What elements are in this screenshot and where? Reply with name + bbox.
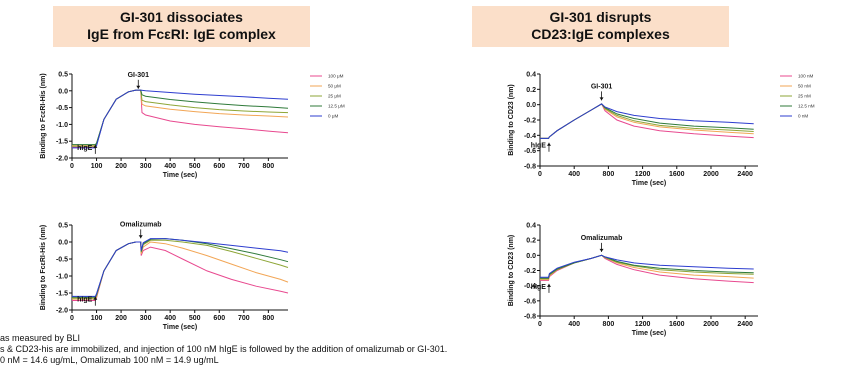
x-tick-label: 2400 — [737, 321, 753, 328]
footnotes: as measured by BLI s & CD23-his are immo… — [0, 333, 447, 366]
x-tick-label: 1600 — [669, 321, 685, 328]
series-line — [540, 255, 754, 278]
x-tick-label: 1200 — [635, 321, 651, 328]
annotation-label: hIgE — [531, 284, 546, 291]
series-line — [540, 255, 754, 282]
annotation-arrowhead — [547, 284, 551, 287]
x-tick-label: 800 — [603, 321, 615, 328]
y-tick-label: 0.2 — [526, 238, 536, 245]
y-tick-label: 0.4 — [526, 223, 536, 230]
footnote-1: as measured by BLI — [0, 333, 447, 344]
y-tick-label: 0.0 — [526, 253, 536, 260]
x-tick-label: 0 — [538, 321, 542, 328]
footnote-3: 0 nM = 14.6 ug/mL, Omalizumab 100 nM = 1… — [0, 355, 447, 366]
x-tick-label: 400 — [568, 321, 580, 328]
footnote-2: s & CD23-his are immobilized, and inject… — [0, 344, 447, 355]
y-tick-label: -0.2 — [524, 268, 536, 275]
x-axis-label: Time (sec) — [632, 330, 667, 337]
y-axis-label: Binding to CD23 (nm) — [508, 235, 515, 307]
annotation-arrowhead — [600, 249, 604, 252]
y-tick-label: -0.8 — [524, 314, 536, 321]
x-tick-label: 2000 — [703, 321, 719, 328]
y-tick-label: -0.6 — [524, 298, 536, 305]
annotation-label: Omalizumab — [581, 235, 623, 242]
